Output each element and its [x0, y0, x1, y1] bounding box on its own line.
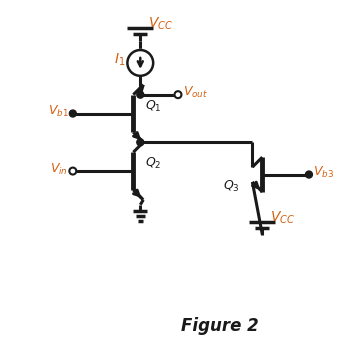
Text: $V_{b3}$: $V_{b3}$ — [313, 165, 334, 180]
Circle shape — [175, 91, 182, 98]
Text: $V_{CC}$: $V_{CC}$ — [148, 16, 173, 32]
Text: $V_{CC}$: $V_{CC}$ — [270, 210, 295, 226]
Text: $I_1$: $I_1$ — [114, 52, 125, 68]
Text: $Q_1$: $Q_1$ — [145, 99, 162, 114]
Circle shape — [306, 171, 313, 178]
Text: $Q_2$: $Q_2$ — [145, 156, 162, 171]
Circle shape — [127, 50, 153, 76]
Circle shape — [137, 139, 144, 146]
Circle shape — [69, 167, 76, 175]
Circle shape — [137, 91, 144, 98]
Text: $V_{b1}$: $V_{b1}$ — [48, 104, 69, 119]
Text: Figure 2: Figure 2 — [181, 317, 258, 335]
Text: $V_{in}$: $V_{in}$ — [50, 161, 68, 177]
Text: $V_{out}$: $V_{out}$ — [183, 85, 208, 100]
Text: $Q_3$: $Q_3$ — [222, 178, 239, 193]
Circle shape — [69, 110, 76, 117]
